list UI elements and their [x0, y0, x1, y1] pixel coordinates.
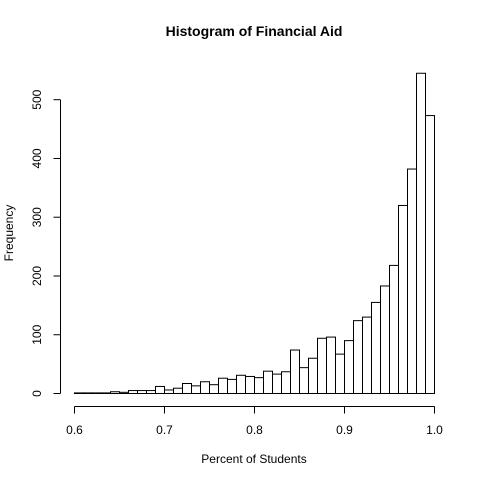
histogram-bar — [209, 384, 219, 395]
histogram-bar — [371, 301, 381, 395]
histogram-bar — [182, 383, 192, 395]
x-axis-label: Percent of Students — [201, 452, 306, 466]
histogram-bar — [83, 392, 93, 395]
histogram-bar — [290, 349, 300, 394]
histogram-bar — [236, 374, 246, 394]
histogram-bar — [92, 392, 102, 395]
y-axis-label: Frequency — [2, 205, 16, 262]
histogram-bar — [335, 353, 345, 395]
histogram-bar — [74, 392, 84, 395]
y-tick-label: 500 — [30, 89, 44, 109]
histogram-bar — [200, 381, 210, 394]
histogram-bar — [119, 391, 129, 395]
y-tick-label: 400 — [30, 148, 44, 168]
histogram-bar — [227, 378, 237, 394]
histogram-bar — [101, 392, 111, 395]
histogram-bar — [317, 337, 327, 394]
x-tick-label: 1.0 — [426, 423, 443, 437]
histogram-bar — [137, 390, 147, 394]
y-tick-label: 300 — [30, 207, 44, 227]
histogram-bar — [407, 168, 417, 394]
histogram-bar — [128, 390, 138, 394]
y-axis: 0 100 200 300 400 500 — [30, 89, 61, 397]
x-tick-label: 0.7 — [156, 423, 173, 437]
y-tick-label: 0 — [30, 390, 44, 397]
histogram-bar — [191, 385, 201, 394]
histogram-bar — [272, 373, 282, 394]
histogram-bar — [380, 285, 390, 394]
histogram-bar — [308, 357, 318, 394]
histogram-bar — [344, 340, 354, 394]
x-tick-label: 0.8 — [246, 423, 263, 437]
histogram-bar — [353, 320, 363, 395]
x-axis: 0.6 0.7 0.8 0.9 1.0 — [66, 406, 443, 437]
x-tick-label: 0.9 — [336, 423, 353, 437]
histogram-bar — [389, 264, 399, 394]
histogram-bar — [281, 371, 291, 395]
histogram-bar — [299, 367, 309, 394]
histogram-bar — [263, 370, 273, 395]
histogram-bar — [326, 336, 336, 394]
histogram-bar — [416, 72, 426, 394]
histogram-bar — [164, 389, 174, 395]
y-tick-label: 200 — [30, 266, 44, 286]
histogram-bar — [245, 375, 255, 394]
x-tick-label: 0.6 — [66, 423, 83, 437]
histogram-bar — [155, 385, 165, 395]
histogram-bar — [362, 316, 372, 394]
histogram-bar — [218, 377, 228, 395]
histogram-bar — [425, 115, 435, 394]
y-tick-label: 100 — [30, 324, 44, 344]
chart-title: Histogram of Financial Aid — [166, 23, 343, 39]
histogram-bar — [146, 390, 156, 394]
bars-group — [74, 72, 435, 395]
histogram-bar — [398, 204, 408, 394]
histogram-bar — [173, 387, 183, 394]
histogram-bar — [254, 377, 264, 395]
histogram-bar — [110, 391, 120, 394]
